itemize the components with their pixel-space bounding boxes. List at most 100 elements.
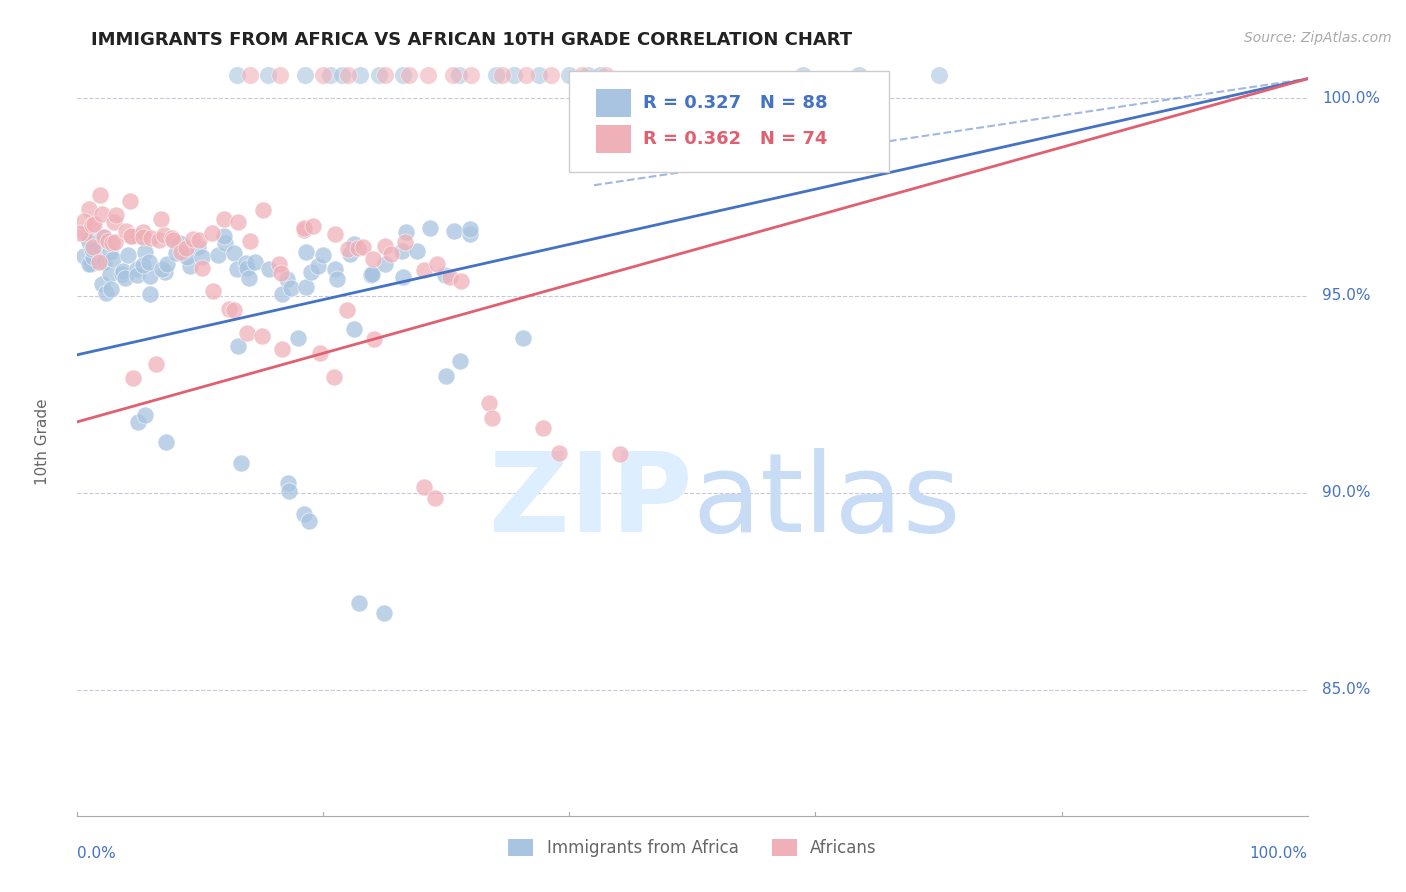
Point <box>558 68 581 82</box>
Point <box>93 254 115 268</box>
Point <box>145 357 167 371</box>
Point <box>169 236 191 251</box>
Bar <box>596 88 631 117</box>
Point <box>235 326 257 340</box>
Point <box>207 248 229 262</box>
Text: 95.0%: 95.0% <box>1323 288 1371 303</box>
Point <box>96 286 118 301</box>
Point <box>323 227 346 242</box>
Point <box>292 507 315 521</box>
Point <box>360 268 382 283</box>
Text: 0.0%: 0.0% <box>77 847 117 861</box>
Point <box>374 68 396 82</box>
Point <box>121 228 143 243</box>
Point <box>125 262 148 277</box>
Point <box>120 194 142 209</box>
Point <box>271 286 294 301</box>
Point <box>269 68 291 82</box>
Point <box>322 370 344 384</box>
Point <box>80 257 103 271</box>
Point <box>156 257 179 271</box>
Point <box>342 322 364 336</box>
Point <box>105 208 128 222</box>
FancyBboxPatch shape <box>569 70 890 172</box>
Point <box>148 233 170 247</box>
Point <box>447 68 470 82</box>
Point <box>515 68 537 82</box>
Point <box>928 68 950 82</box>
Point <box>380 247 402 261</box>
Point <box>218 301 240 316</box>
Point <box>325 272 347 286</box>
Point <box>295 280 318 294</box>
Point <box>127 415 149 429</box>
Point <box>80 218 103 232</box>
Point <box>595 68 617 82</box>
Point <box>367 68 389 82</box>
Text: 90.0%: 90.0% <box>1323 485 1371 500</box>
Point <box>77 235 100 249</box>
Point <box>548 446 571 460</box>
Legend: Immigrants from Africa, Africans: Immigrants from Africa, Africans <box>502 832 883 864</box>
Point <box>252 202 274 217</box>
Point <box>294 244 316 259</box>
Point <box>141 231 163 245</box>
Point <box>239 68 262 82</box>
Point <box>460 68 482 82</box>
Point <box>104 235 127 249</box>
Point <box>165 246 187 260</box>
Point <box>245 254 267 268</box>
Point <box>138 287 160 301</box>
Text: ZIP: ZIP <box>489 448 693 555</box>
Point <box>139 269 162 284</box>
Point <box>848 68 870 82</box>
Point <box>330 68 353 82</box>
Point <box>98 244 121 259</box>
Point <box>792 68 814 82</box>
Point <box>347 595 370 609</box>
Point <box>69 226 91 240</box>
Point <box>225 261 247 276</box>
Point <box>481 410 503 425</box>
Point <box>485 68 508 82</box>
Point <box>609 447 631 461</box>
Text: 100.0%: 100.0% <box>1323 91 1381 106</box>
Point <box>443 224 465 238</box>
Point <box>187 233 209 247</box>
Point <box>589 68 612 82</box>
Point <box>91 207 114 221</box>
Point <box>392 68 415 82</box>
Point <box>413 480 436 494</box>
Point <box>131 230 153 244</box>
Point <box>226 68 249 82</box>
Point <box>312 247 335 261</box>
Point <box>406 244 429 259</box>
Point <box>201 226 224 240</box>
Point <box>395 225 418 239</box>
Point <box>72 213 94 227</box>
Point <box>413 262 436 277</box>
Point <box>224 302 246 317</box>
Point <box>531 421 554 435</box>
Point <box>571 68 593 82</box>
Point <box>93 230 115 244</box>
Point <box>374 238 396 252</box>
Point <box>434 268 457 282</box>
Point <box>287 331 309 345</box>
Point <box>339 247 361 261</box>
Point <box>82 250 104 264</box>
Point <box>392 270 415 285</box>
Point <box>83 218 105 232</box>
Point <box>176 250 198 264</box>
Text: R = 0.327   N = 88: R = 0.327 N = 88 <box>644 94 828 112</box>
Point <box>229 456 252 470</box>
Point <box>103 252 125 267</box>
Point <box>292 223 315 237</box>
Point <box>419 221 441 235</box>
Point <box>398 68 420 82</box>
Point <box>214 235 236 250</box>
Point <box>97 234 120 248</box>
Point <box>360 267 382 281</box>
Point <box>103 215 125 229</box>
Point <box>162 231 184 245</box>
